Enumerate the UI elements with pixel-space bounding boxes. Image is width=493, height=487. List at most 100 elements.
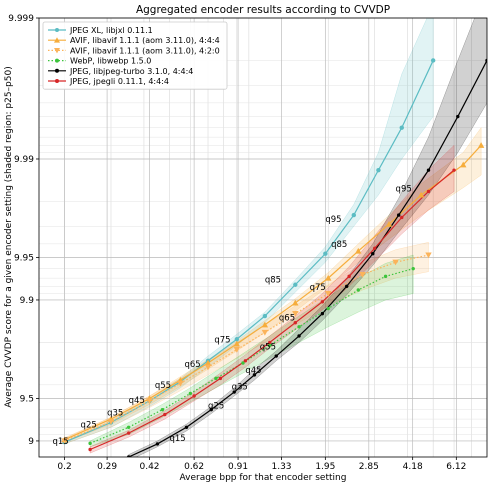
marker-jpeg-libjpeg-turbo-3-1-0-4-4-4 [396, 213, 401, 217]
quality-label: q65 [279, 314, 295, 324]
quality-label: q35 [232, 382, 248, 392]
marker-avif-libavif-1-1-1-aom-3-11-0-4-4-4 [417, 191, 425, 198]
x-tick-label: 2.85 [359, 462, 379, 472]
quality-label: q15 [169, 434, 185, 444]
marker-jpeg-xl-libjxl-0-11-1 [376, 167, 381, 173]
marker-jpeg-libjpeg-turbo-3-1-0-4-4-4 [126, 455, 131, 457]
marker-avif-libavif-1-1-1-aom-3-11-0-4-4-4 [292, 299, 299, 306]
quality-label: q25 [81, 420, 97, 430]
legend-marker [54, 48, 60, 54]
marker-avif-libavif-1-1-1-aom-3-11-0-4-4-4 [460, 161, 467, 168]
marker-jpeg-jpegli-0-11-1-4-4-4 [88, 447, 92, 452]
y-axis-label: Average CVVDP score for a given encoder … [4, 66, 14, 407]
y-tick-label: 9.9 [20, 296, 35, 306]
legend-marker [55, 58, 59, 63]
marker-jpeg-xl-libjxl-0-11-1 [430, 58, 436, 63]
marker-webp-libwebp-1-5-0 [383, 274, 388, 279]
marker-webp-libwebp-1-5-0 [297, 325, 301, 329]
y-tick-label: 9.999 [8, 14, 34, 24]
marker-avif-libavif-1-1-1-aom-3-11-0-4-2-0 [233, 347, 240, 353]
x-tick-label: 1.95 [315, 462, 335, 472]
marker-avif-libavif-1-1-1-aom-3-11-0-4-4-4 [477, 142, 485, 148]
marker-jpeg-jpegli-0-11-1-4-4-4 [426, 189, 431, 194]
marker-avif-libavif-1-1-1-aom-3-11-0-4-2-0 [177, 380, 184, 387]
band-jpeg-libjpeg-turbo-3-1-0-4-4-4 [128, 18, 487, 457]
line-avif-libavif-1-1-1-aom-3-11-0-4-2-0 [64, 254, 429, 442]
quality-annotations: q15 q25 q35 q45 q55 q65 q75 q85 q95 q15 q25 q35 q45 q… [52, 184, 411, 446]
marker-jpeg-jpegli-0-11-1-4-4-4 [126, 431, 131, 435]
marker-avif-libavif-1-1-1-aom-3-11-0-4-2-0 [425, 252, 432, 259]
x-tick-label: 1.33 [271, 462, 291, 472]
legend-entry-label: JPEG, libjpeg-turbo 3.1.0, 4:4:4 [69, 67, 193, 76]
marker-avif-libavif-1-1-1-aom-3-11-0-4-4-4 [204, 359, 212, 366]
marker-jpeg-libjpeg-turbo-3-1-0-4-4-4 [485, 58, 487, 63]
marker-jpeg-jpegli-0-11-1-4-4-4 [218, 376, 223, 381]
marker-jpeg-jpegli-0-11-1-4-4-4 [452, 168, 456, 172]
marker-avif-libavif-1-1-1-aom-3-11-0-4-2-0 [107, 419, 115, 425]
x-tick-label: 0.2 [57, 462, 71, 472]
marker-avif-libavif-1-1-1-aom-3-11-0-4-2-0 [61, 438, 68, 445]
y-tick-label: 9.99 [14, 155, 34, 165]
quality-label: q85 [331, 240, 347, 250]
marker-avif-libavif-1-1-1-aom-3-11-0-4-2-0 [261, 329, 269, 336]
chart-title: Aggregated encoder results according to … [136, 4, 390, 16]
marker-jpeg-libjpeg-turbo-3-1-0-4-4-4 [345, 284, 349, 288]
marker-jpeg-libjpeg-turbo-3-1-0-4-4-4 [320, 311, 325, 316]
marker-avif-libavif-1-1-1-aom-3-11-0-4-4-4 [233, 340, 240, 347]
legend-box [42, 21, 228, 90]
marker-webp-libwebp-1-5-0 [356, 288, 360, 292]
marker-jpeg-libjpeg-turbo-3-1-0-4-4-4 [232, 390, 236, 394]
plot-grid [39, 17, 487, 457]
x-tick-label: 0.62 [184, 462, 204, 472]
quality-label: q55 [155, 381, 171, 391]
marker-jpeg-libjpeg-turbo-3-1-0-4-4-4 [297, 334, 301, 338]
marker-avif-libavif-1-1-1-aom-3-11-0-4-2-0 [325, 290, 332, 297]
marker-avif-libavif-1-1-1-aom-3-11-0-4-2-0 [146, 398, 153, 405]
quality-label: q85 [265, 275, 281, 285]
line-jpeg-jpegli-0-11-1-4-4-4 [89, 169, 455, 451]
quality-label: q15 [52, 437, 68, 447]
marker-avif-libavif-1-1-1-aom-3-11-0-4-2-0 [392, 259, 399, 266]
quality-label: q75 [310, 283, 326, 293]
marker-avif-libavif-1-1-1-aom-3-11-0-4-4-4 [385, 220, 393, 227]
marker-avif-libavif-1-1-1-aom-3-11-0-4-2-0 [292, 311, 299, 317]
marker-jpeg-xl-libjxl-0-11-1 [323, 251, 328, 256]
marker-webp-libwebp-1-5-0 [268, 343, 272, 348]
marker-jpeg-libjpeg-turbo-3-1-0-4-4-4 [371, 252, 375, 256]
legend-marker [54, 37, 60, 43]
x-axis-label: Average bpp for that encoder setting [180, 473, 347, 483]
marker-jpeg-xl-libjxl-0-11-1 [293, 282, 298, 287]
marker-avif-libavif-1-1-1-aom-3-11-0-4-2-0 [204, 364, 212, 371]
marker-jpeg-libjpeg-turbo-3-1-0-4-4-4 [456, 114, 460, 119]
quality-label: q45 [245, 366, 261, 376]
legend-entry-label: WebP, libwebp 1.5.0 [70, 57, 151, 66]
marker-avif-libavif-1-1-1-aom-3-11-0-4-4-4 [261, 321, 269, 328]
quality-label: q95 [325, 215, 341, 225]
marker-jpeg-jpegli-0-11-1-4-4-4 [320, 300, 325, 304]
marker-webp-libwebp-1-5-0 [160, 407, 165, 412]
legend-entry-label: AVIF, libavif 1.1.1 (aom 3.11.0), 4:4:4 [70, 36, 220, 45]
marker-jpeg-jpegli-0-11-1-4-4-4 [268, 340, 272, 345]
quality-label: q95 [396, 184, 412, 194]
line-avif-libavif-1-1-1-aom-3-11-0-4-4-4 [64, 144, 482, 441]
series-markers [61, 58, 487, 457]
marker-jpeg-jpegli-0-11-1-4-4-4 [372, 246, 377, 250]
x-tick-label: 4.18 [403, 462, 423, 472]
marker-jpeg-libjpeg-turbo-3-1-0-4-4-4 [184, 425, 189, 429]
x-tick-label: 0.91 [228, 462, 248, 472]
marker-avif-libavif-1-1-1-aom-3-11-0-4-4-4 [355, 247, 362, 254]
marker-jpeg-xl-libjxl-0-11-1 [399, 125, 404, 130]
x-tick-label: 0.42 [139, 462, 159, 472]
marker-jpeg-libjpeg-turbo-3-1-0-4-4-4 [209, 407, 213, 412]
marker-webp-libwebp-1-5-0 [241, 361, 245, 365]
marker-jpeg-jpegli-0-11-1-4-4-4 [400, 215, 404, 220]
quality-label: q45 [129, 396, 145, 406]
quality-label: q35 [107, 408, 123, 418]
marker-jpeg-jpegli-0-11-1-4-4-4 [192, 394, 196, 398]
marker-jpeg-libjpeg-turbo-3-1-0-4-4-4 [426, 168, 431, 172]
legend-marker [55, 28, 59, 32]
legend-marker [55, 68, 59, 73]
marker-webp-libwebp-1-5-0 [126, 425, 131, 429]
marker-jpeg-libjpeg-turbo-3-1-0-4-4-4 [252, 373, 257, 377]
